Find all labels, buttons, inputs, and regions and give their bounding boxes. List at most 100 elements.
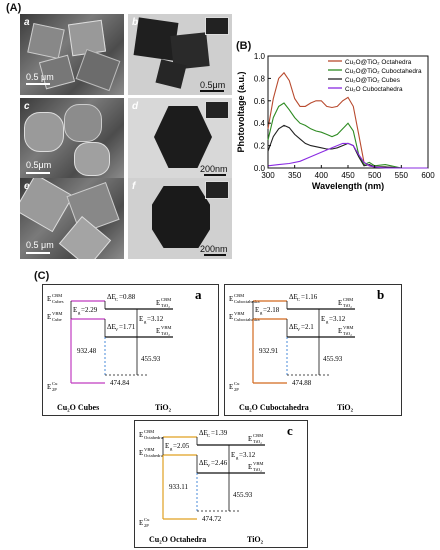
micrograph-c: c 0.5μm	[20, 98, 124, 179]
x-tick-label: 500	[368, 171, 382, 180]
delta-ev-label: ΔE	[289, 323, 298, 331]
y-tick-label: 0.4	[254, 119, 266, 128]
material-label-tio2: TiO₂	[155, 403, 172, 412]
diffraction-inset	[205, 181, 229, 199]
tio2-eg-label: E	[231, 451, 235, 459]
delta-ev-label: ΔE	[199, 459, 208, 467]
micrograph-tag: e	[24, 181, 30, 192]
tio2-eg-value: =3.12	[239, 451, 256, 459]
scale-label: 0.5μm	[26, 160, 52, 170]
delta-ec-value: =0.88	[119, 293, 136, 301]
micrograph-tag: b	[132, 17, 139, 28]
energy-superscript: VBM	[144, 447, 154, 452]
delta-ec-label: ΔE	[199, 429, 208, 437]
energy-symbol: E	[139, 519, 143, 527]
x-tick-label: 450	[341, 171, 355, 180]
energy-superscript: Cu	[144, 517, 150, 522]
tio2-eg-sub: g	[326, 319, 329, 324]
micrograph-tag: a	[24, 17, 30, 28]
x-tick-label: 550	[395, 171, 409, 180]
series-line-1	[267, 102, 428, 169]
material-label-tio2: TiO₂	[247, 535, 264, 544]
cu2o-binding-value: 932.91	[259, 347, 279, 355]
energy-superscript: CBM	[144, 429, 154, 434]
energy-subscript: TiO₂	[343, 331, 352, 336]
micrograph-tag: d	[132, 101, 139, 112]
micrograph-e: e 0.5 μm	[20, 178, 124, 259]
delta-ec-sub: C	[207, 433, 210, 438]
legend-entry: Cu₂O Cuboctahedra	[345, 86, 403, 93]
energy-subscript: 2P	[144, 523, 149, 528]
legend-entry: Cu₂O@TiO₂ Cuboctahedra	[345, 68, 422, 75]
delta-ec-label: ΔE	[107, 293, 116, 301]
bandgap-eg-value: =2.18	[263, 306, 280, 314]
x-tick-label: 350	[288, 171, 302, 180]
y-tick-label: 0.8	[254, 74, 266, 83]
delta-ev-value: =2.46	[211, 459, 228, 467]
delta-ev-value: =2.1	[301, 323, 314, 331]
x-tick-label: 600	[421, 171, 435, 180]
delta-ev-sub: V	[297, 327, 301, 332]
energy-superscript: CBM	[234, 293, 244, 298]
energy-subscript: TiO₂	[161, 331, 170, 336]
energy-superscript: CBM	[161, 297, 171, 302]
panel-label-b: (B)	[236, 40, 252, 52]
energy-subscript: Cuboctahedra	[234, 317, 260, 322]
scale-label: 200nm	[200, 164, 228, 174]
y-axis-label: Photovoltage (a.u.)	[236, 71, 246, 152]
tio2-eg-value: =3.12	[329, 315, 346, 323]
y-tick-label: 1.0	[254, 52, 266, 61]
x-tick-label: 400	[315, 171, 329, 180]
energy-superscript: CBM	[52, 293, 62, 298]
energy-subscript: Cuboctahedra	[234, 299, 260, 304]
x-tick-label: 300	[261, 171, 275, 180]
x-axis-label: Wavelength (nm)	[312, 181, 384, 191]
material-label-tio2: TiO₂	[337, 403, 354, 412]
micrograph-a: a 0.5 μm	[20, 14, 124, 95]
delta-ec-sub: C	[297, 297, 300, 302]
energy-superscript: Cu	[234, 381, 240, 386]
energy-subscript: Octahedra	[144, 435, 163, 440]
energy-symbol: E	[229, 313, 233, 321]
energy-subscript: TiO₂	[253, 467, 262, 472]
energy-symbol: E	[156, 327, 160, 335]
scale-label: 0.5 μm	[26, 72, 54, 82]
energy-subscript: Octahedra	[144, 453, 163, 458]
energy-superscript: VBM	[161, 325, 171, 330]
bandgap-eg-value: =2.29	[81, 306, 98, 314]
tio2-eg-value: =3.12	[147, 315, 164, 323]
energy-subscript: TiO₂	[253, 439, 262, 444]
cu2o-2p-value: 474.88	[292, 379, 312, 387]
material-label-cu2o: Cu₂O Cubes	[57, 403, 99, 412]
diagram-tag: c	[287, 423, 293, 438]
diagram-tag: a	[195, 287, 202, 302]
tio2-eg-sub: g	[236, 455, 239, 460]
energy-symbol: E	[156, 299, 160, 307]
micrograph-tag: f	[132, 181, 136, 192]
energy-subscript: Cube	[52, 317, 62, 322]
panel-label-c: (C)	[34, 270, 50, 282]
scale-label: 0.5μm	[200, 80, 226, 90]
tio2-eg-label: E	[139, 315, 143, 323]
tio2-binding-value: 455.93	[323, 355, 343, 363]
energy-subscript: TiO₂	[343, 303, 352, 308]
scale-label: 200nm	[200, 244, 228, 254]
micrograph-d: d 200nm	[128, 98, 232, 179]
diffraction-inset	[205, 101, 229, 119]
cu2o-2p-value: 474.72	[202, 515, 222, 523]
energy-symbol: E	[338, 327, 342, 335]
energy-symbol: E	[47, 313, 51, 321]
energy-superscript: CBM	[253, 433, 263, 438]
bandgap-eg-sub: g	[78, 310, 81, 315]
cu2o-binding-value: 932.48	[77, 347, 97, 355]
energy-symbol: E	[139, 431, 143, 439]
